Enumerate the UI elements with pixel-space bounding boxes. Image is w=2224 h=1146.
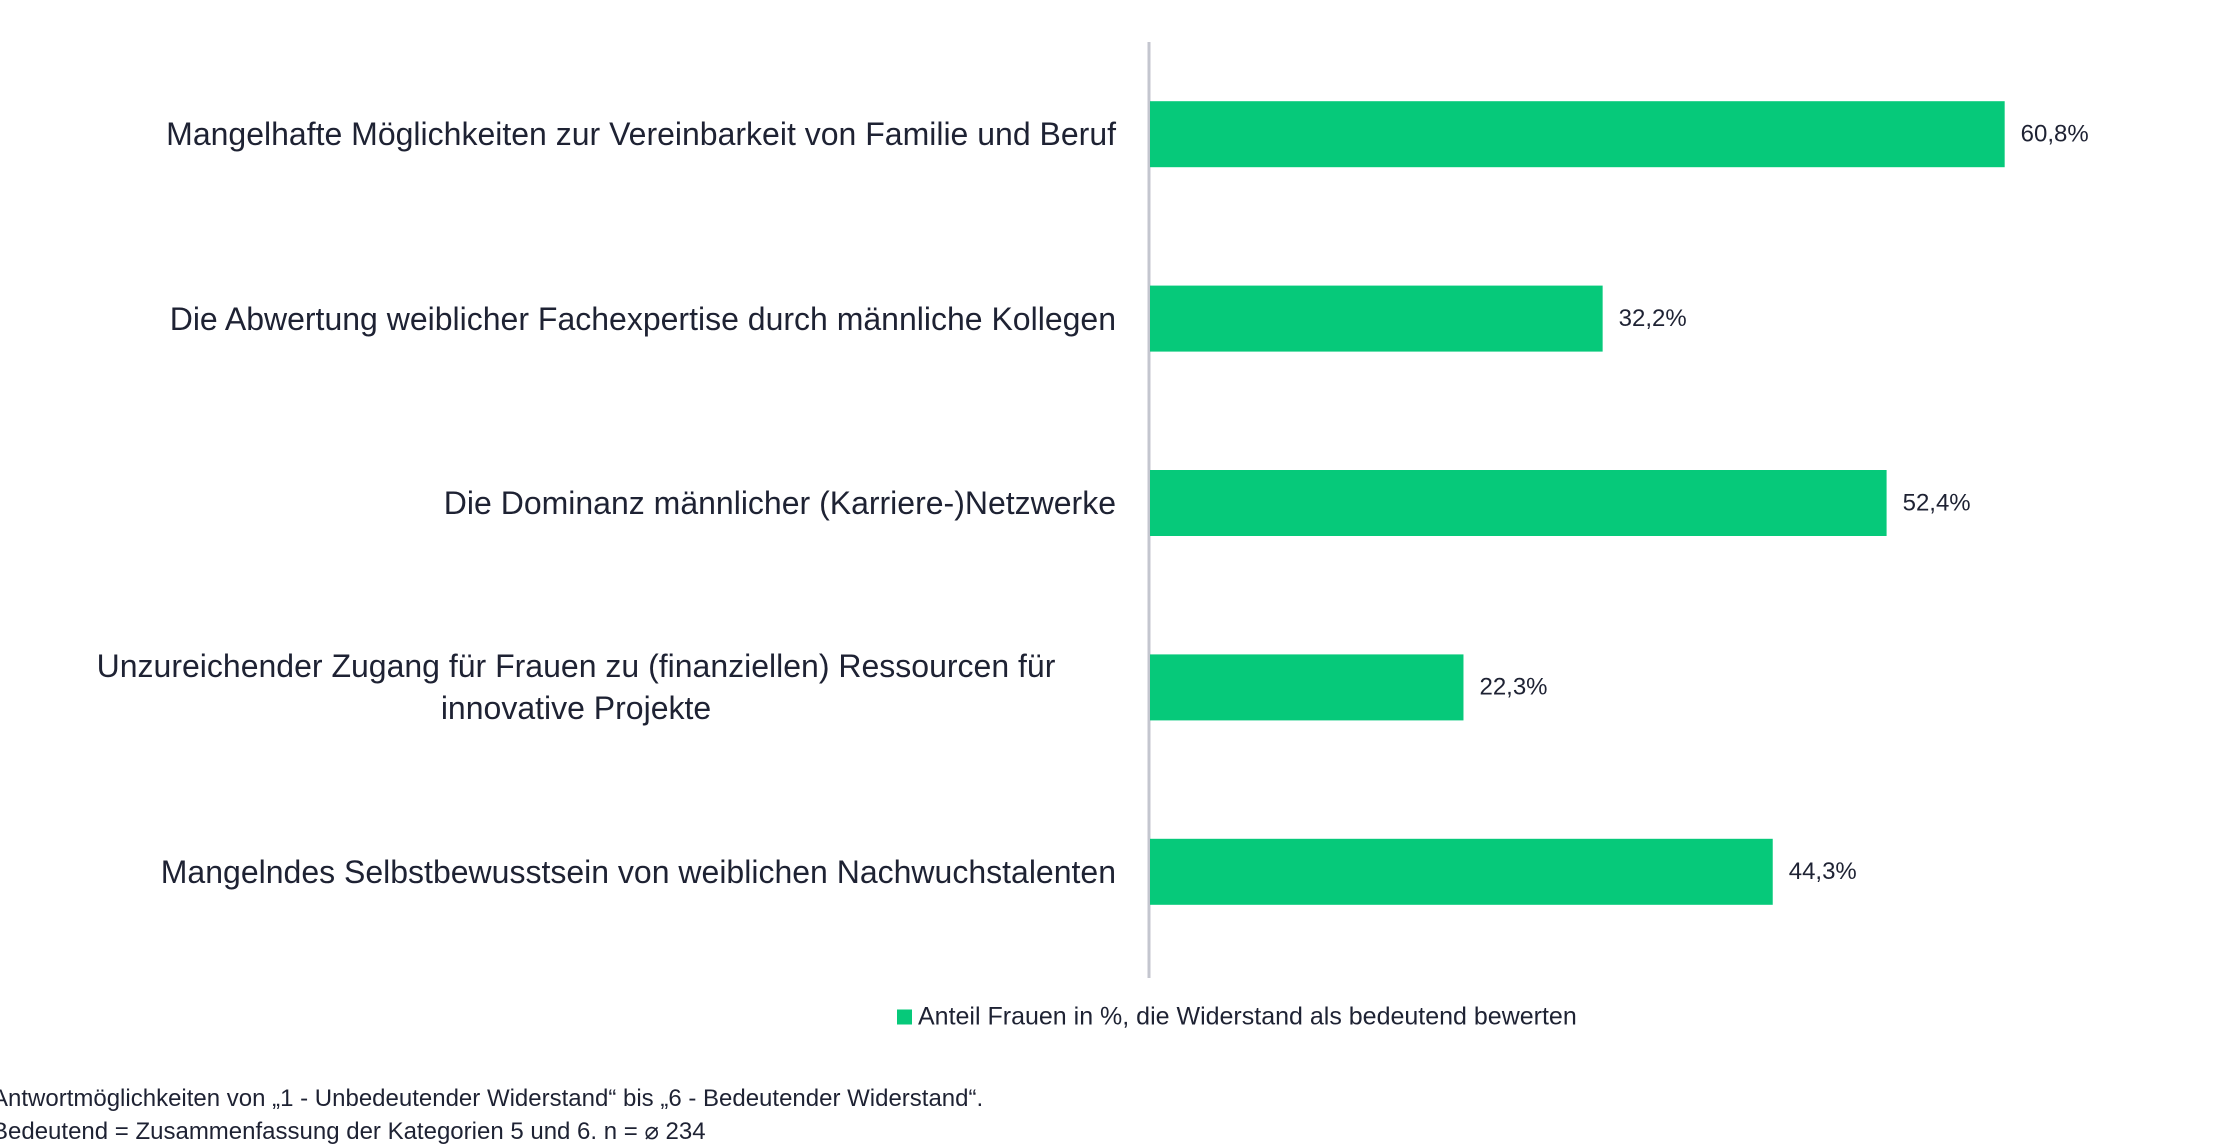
legend-label: Anteil Frauen in %, die Widerstand als b… (918, 1002, 1577, 1031)
bar (1150, 838, 1773, 905)
bar (1150, 654, 1464, 721)
legend-swatch (897, 1009, 912, 1025)
footnote: Bedeutend = Zusammenfassung der Kategori… (0, 1118, 706, 1145)
value-label: 22,3% (1479, 674, 1547, 701)
bar (1150, 470, 1887, 536)
value-label: 44,3% (1789, 858, 1857, 885)
footnote: Antwortmöglichkeiten von „1 - Unbedeuten… (0, 1085, 984, 1112)
legend: Anteil Frauen in %, die Widerstand als b… (897, 1003, 1577, 1032)
category-label: Die Abwertung weiblicher Fachexpertise d… (169, 300, 1116, 337)
value-label: 60,8% (2021, 121, 2089, 148)
bar (1150, 285, 1603, 352)
category-label: Unzureichender Zugang für Frauen zu (fin… (96, 648, 1056, 727)
bar (1150, 101, 2005, 168)
category-label: Mangelndes Selbstbewusstsein von weiblic… (160, 853, 1116, 890)
value-label: 52,4% (1903, 489, 1971, 516)
category-label: Die Dominanz männlicher (Karriere-)Netzw… (443, 485, 1116, 521)
category-label: Mangelhafte Möglichkeiten zur Vereinbark… (166, 116, 1116, 153)
value-label: 32,2% (1619, 305, 1687, 332)
